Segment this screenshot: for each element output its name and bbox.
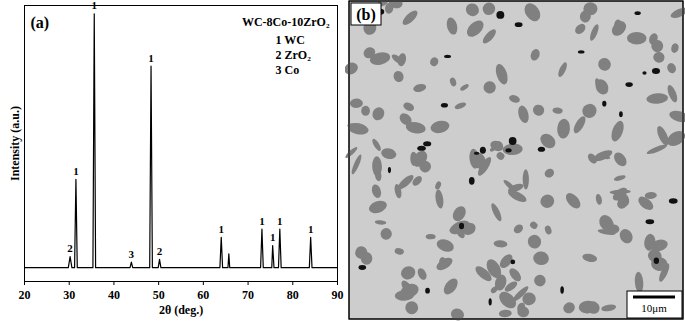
svg-text:2: 2 bbox=[157, 245, 163, 257]
svg-text:1 WC: 1 WC bbox=[276, 33, 305, 47]
svg-text:1: 1 bbox=[277, 215, 283, 227]
svg-text:40: 40 bbox=[108, 288, 120, 302]
svg-text:2: 2 bbox=[67, 242, 73, 254]
svg-text:Intensity (a.u.): Intensity (a.u.) bbox=[8, 106, 22, 181]
svg-text:1: 1 bbox=[270, 231, 276, 243]
svg-text:(b): (b) bbox=[356, 6, 376, 24]
svg-text:50: 50 bbox=[153, 288, 165, 302]
svg-text:1: 1 bbox=[218, 223, 224, 235]
svg-text:1: 1 bbox=[148, 52, 154, 64]
svg-text:20: 20 bbox=[19, 288, 31, 302]
svg-text:90: 90 bbox=[332, 288, 344, 302]
svg-text:60: 60 bbox=[197, 288, 209, 302]
svg-text:2θ (deg.): 2θ (deg.) bbox=[159, 303, 203, 317]
svg-text:(a): (a) bbox=[31, 14, 50, 32]
svg-text:2 ZrO₂: 2 ZrO₂ bbox=[276, 48, 312, 62]
svg-text:WC-8Co-10ZrO₂: WC-8Co-10ZrO₂ bbox=[242, 15, 330, 29]
svg-text:1: 1 bbox=[73, 165, 79, 177]
svg-text:80: 80 bbox=[287, 288, 299, 302]
svg-text:1: 1 bbox=[308, 223, 314, 235]
svg-text:3 Co: 3 Co bbox=[276, 63, 300, 77]
svg-text:1: 1 bbox=[259, 215, 265, 227]
svg-text:70: 70 bbox=[242, 288, 254, 302]
svg-text:10μm: 10μm bbox=[641, 302, 667, 314]
svg-text:3: 3 bbox=[129, 248, 135, 260]
svg-text:1: 1 bbox=[92, 0, 98, 11]
svg-text:30: 30 bbox=[63, 288, 75, 302]
